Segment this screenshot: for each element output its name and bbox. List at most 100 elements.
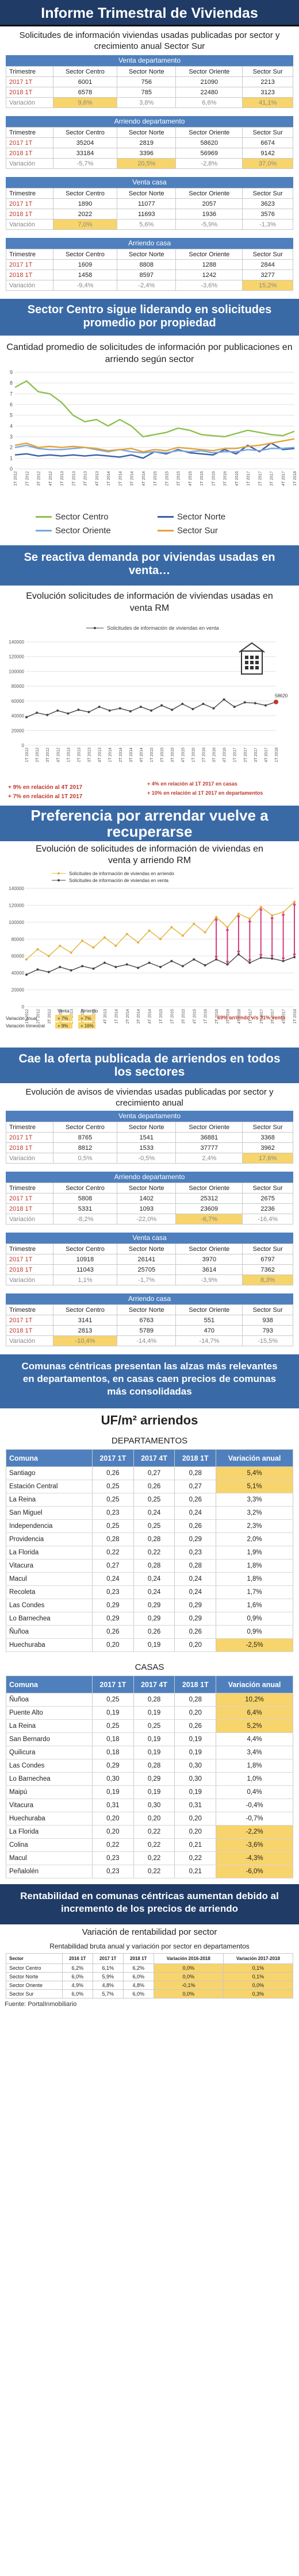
table-cell: 0,29	[133, 1599, 175, 1612]
annotation: + 7% en relación al 1T 2017	[8, 794, 83, 800]
table-cell: 0,26	[92, 1625, 134, 1639]
column-header: Sector Sur	[242, 66, 293, 77]
sector-table-block: Arriendo casa Trimestre Sector Centro Secto…	[0, 1293, 299, 1346]
table-cell: 551	[175, 1315, 243, 1326]
table-cell: 0,18	[92, 1746, 134, 1759]
column-header: Sector Sur	[242, 127, 293, 138]
table-cell: 785	[117, 87, 177, 98]
table-caption: Venta casa	[6, 177, 293, 188]
table-cell: 0,22	[133, 1851, 175, 1865]
column-header: Trimestre	[6, 1122, 53, 1133]
table-row: Maipú 0,19 0,19 0,19 0,4%	[6, 1785, 293, 1799]
sector-table: Trimestre Sector Centro Sector Norte Sector…	[6, 188, 293, 230]
data-point	[226, 963, 229, 966]
legend-swatch	[158, 515, 174, 518]
data-point	[159, 938, 162, 941]
mini-table-highlight	[55, 1022, 72, 1029]
table-caption: Venta departamento	[6, 55, 293, 66]
column-header: Sector Norte	[117, 188, 177, 199]
table-cell: 0,9%	[216, 1625, 293, 1639]
column-header: 2018 1T	[174, 1676, 217, 1693]
annotation: + 10% en relación al 1T 2017 en departam…	[147, 790, 263, 796]
data-point	[264, 704, 267, 707]
data-point	[160, 704, 163, 707]
x-tick-label: 1T 2012	[14, 471, 18, 486]
variation-cell: 2,4%	[175, 1153, 243, 1164]
column-header: Variación anual	[216, 1676, 293, 1693]
data-point	[59, 965, 62, 968]
x-tick-label: 3T 2014	[129, 748, 133, 763]
table-cell: La Reina	[6, 1493, 93, 1507]
x-tick-label: 4T 2017	[282, 1009, 286, 1024]
table-cell: Macul	[6, 1572, 93, 1586]
sector-table: Trimestre Sector Centro Sector Norte Sector…	[6, 127, 293, 169]
table-cell: 6,0%	[62, 1989, 93, 1999]
x-tick-label: 2T 2016	[215, 1009, 219, 1024]
variation-cell: 3,8%	[117, 97, 177, 108]
table-cell: 3614	[175, 1264, 243, 1275]
x-tick-label: 3T 2013	[84, 471, 88, 486]
table-cell: 2017 1T	[6, 1315, 53, 1326]
table-cell: Lo Barnechea	[6, 1612, 93, 1626]
house-icon	[239, 642, 265, 675]
sector-table: Trimestre Sector Centro Sector Norte Sector…	[6, 1183, 293, 1225]
table-row: Peñalolén 0,23 0,22 0,21 -6,0%	[6, 1865, 293, 1878]
variation-cell: -14,7%	[175, 1335, 243, 1346]
x-tick-label: 2T 2012	[36, 748, 40, 763]
table-cell: 33184	[52, 148, 118, 159]
table-cell: 22480	[175, 87, 243, 98]
data-point	[148, 929, 151, 932]
table-cell: 0,23	[92, 1585, 134, 1599]
x-tick-label: 4T 2017	[264, 748, 269, 763]
x-tick-label: 4T 2013	[95, 471, 99, 486]
table-cell: 756	[117, 76, 177, 87]
table-cell: 2017 1T	[6, 259, 53, 270]
table-cell: 0,24	[92, 1572, 134, 1586]
legend-marker	[57, 879, 60, 881]
arrow-head	[248, 959, 252, 962]
table-cell: 0,21	[174, 1838, 217, 1852]
variation-cell: 8,3%	[242, 1274, 293, 1285]
chart2-svg: 0 20000 40000 60000 80000 100000 120000 140000 1…	[8, 625, 288, 800]
dep-uf-table: Comuna 2017 1T 2017 4T 2018 1T Variación anu…	[6, 1449, 293, 1652]
x-tick-label: 2T 2017	[244, 748, 248, 763]
table-cell: 0,25	[133, 1493, 175, 1507]
table-caption: Arriendo casa	[6, 238, 293, 249]
table-cell: Macul	[6, 1851, 93, 1865]
table-cell: 0,22	[133, 1825, 175, 1839]
x-tick-label: 4T 2012	[56, 748, 60, 763]
column-header: Sector Sur	[242, 1243, 293, 1254]
mini-table-cell: + 16%	[80, 1023, 94, 1029]
table-cell: 10918	[52, 1254, 118, 1265]
x-tick-label: 1T 2012	[25, 748, 29, 763]
x-tick-label: 4T 2015	[181, 748, 185, 763]
variation-row: Variación 1,1% -1,7% -3,9% 8,3%	[6, 1274, 293, 1285]
column-header: Sector Sur	[242, 1304, 293, 1315]
table-cell: 2018 1T	[6, 148, 53, 159]
table-cell: 0,18	[92, 1732, 134, 1746]
y-tick-label: 5	[10, 413, 13, 418]
column-header: Variación 2017-2018	[223, 1953, 294, 1964]
table-cell: 11077	[117, 198, 177, 209]
table-cell: 2057	[175, 198, 243, 209]
column-header: Sector Oriente	[175, 1243, 243, 1254]
chart2-subtitle: Evolución solicitudes de información de …	[26, 591, 273, 613]
x-tick-label: 2T 2013	[72, 471, 76, 486]
table-cell: 4,8%	[92, 1981, 124, 1990]
mini-table-cell: Variación trimestral	[6, 1023, 45, 1029]
y-tick-label: 60000	[12, 699, 25, 704]
mini-table-cell: Variación anual	[6, 1016, 37, 1021]
table-cell: -4,3%	[216, 1851, 293, 1865]
column-header: Sector Oriente	[175, 1122, 243, 1133]
data-point	[254, 702, 256, 704]
table-cell: -2,2%	[216, 1825, 293, 1839]
data-point	[191, 708, 194, 710]
x-tick-label: 3T 2017	[271, 1009, 275, 1024]
x-tick-label: 4T 2013	[98, 748, 102, 763]
x-tick-label: 3T 2012	[48, 1009, 52, 1024]
table-cell: 6001	[52, 76, 118, 87]
table-cell: 0,29	[133, 1772, 175, 1786]
x-tick-label: 4T 2014	[140, 748, 144, 763]
sector-table-block: Arriendo departamento Trimestre Sector Cen…	[0, 116, 299, 169]
data-point	[118, 707, 121, 710]
